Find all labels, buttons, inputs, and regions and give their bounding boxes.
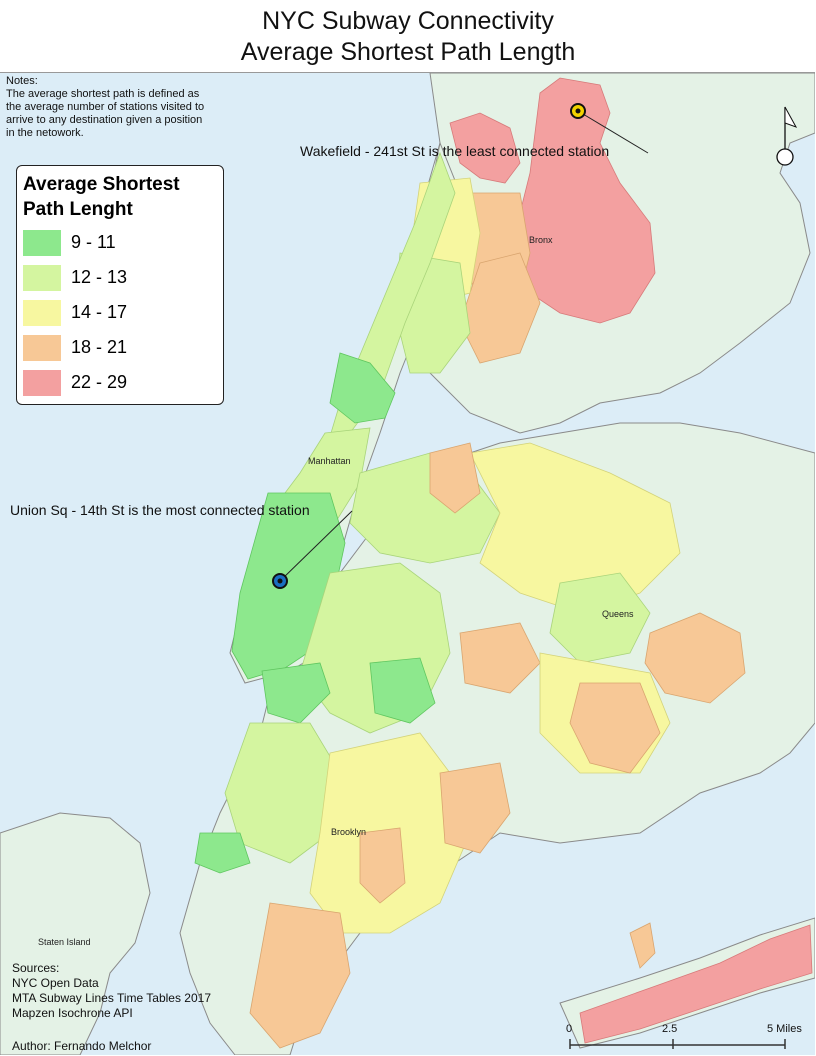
- author: Author: Fernando Melchor: [12, 1039, 152, 1053]
- zone-brooklyn-downtown-9-11: [261, 662, 331, 724]
- legend-label: 9 - 11: [71, 232, 116, 252]
- land-staten-island: [0, 812, 151, 1055]
- map-frame[interactable]: Notes: The average shortest path is defi…: [0, 72, 815, 1055]
- legend-label: 22 - 29: [71, 372, 128, 392]
- zone-rockaway-22-29: [579, 924, 813, 1044]
- zone-brooklyn-9-11-sw: [194, 832, 251, 874]
- legend-swatch: [23, 265, 61, 291]
- zone-rockaway-18-21: [629, 922, 656, 969]
- zone-queens-18-21-jamaica: [569, 682, 661, 774]
- callout-most-leader: [279, 510, 353, 582]
- zone-brooklyn-18-21-mid: [359, 827, 406, 904]
- title-line-2: Average Shortest Path Length: [240, 38, 576, 66]
- legend-title: Average Shortest Path Lenght: [23, 174, 180, 220]
- scale-label-0: 0: [566, 1023, 573, 1035]
- zone-manhattan-9-11-upper: [329, 352, 396, 424]
- legend-label: 14 - 17: [71, 302, 128, 322]
- zone-brooklyn-central-12-13: [224, 722, 341, 864]
- place-label-brooklyn: Brooklyn: [331, 827, 367, 837]
- legend-label: 18 - 21: [71, 337, 128, 357]
- place-label-queens: Queens: [602, 609, 634, 619]
- sources: Sources: NYC Open Data MTA Subway Lines …: [12, 961, 211, 1020]
- legend-swatch: [23, 370, 61, 396]
- title-line-1: NYC Subway Connectivity: [262, 7, 554, 35]
- zone-brooklyn-18-21-south: [249, 902, 351, 1049]
- legend-swatch: [23, 230, 61, 256]
- zone-queens-12-13-central: [549, 572, 651, 664]
- legend-label: 12 - 13: [71, 267, 128, 287]
- place-label-manhattan: Manhattan: [308, 456, 351, 466]
- callout-least-leader: [577, 110, 649, 154]
- callout-most-connected: Union Sq - 14th St is the most connected…: [10, 502, 310, 518]
- scale-label-5-miles: 5 Miles: [767, 1023, 802, 1035]
- zone-queens-18-21-north: [429, 442, 481, 514]
- zone-bronx-north-22-29: [449, 112, 521, 184]
- zone-queens-14-17: [469, 442, 681, 614]
- scale-label-2-5: 2.5: [662, 1023, 678, 1035]
- legend: Average Shortest Path Lenght 9 - 11 12 -…: [16, 165, 224, 405]
- zone-brooklyn-18-21-east: [439, 762, 511, 854]
- zone-queens-18-21-center: [459, 622, 541, 694]
- north-arrow-icon: [776, 106, 798, 166]
- notes: Notes: The average shortest path is defi…: [6, 75, 205, 139]
- place-label-staten-island: Staten Island: [38, 937, 91, 947]
- legend-swatch: [23, 300, 61, 326]
- callout-least-connected: Wakefield - 241st St is the least connec…: [300, 143, 610, 159]
- map-canvas[interactable]: [0, 73, 815, 1055]
- scale-bar: [569, 1039, 786, 1049]
- legend-swatch: [23, 335, 61, 361]
- zone-brooklyn-9-11: [369, 657, 436, 724]
- place-label-bronx: Bronx: [529, 235, 553, 245]
- zone-queens-18-21-east: [644, 612, 746, 704]
